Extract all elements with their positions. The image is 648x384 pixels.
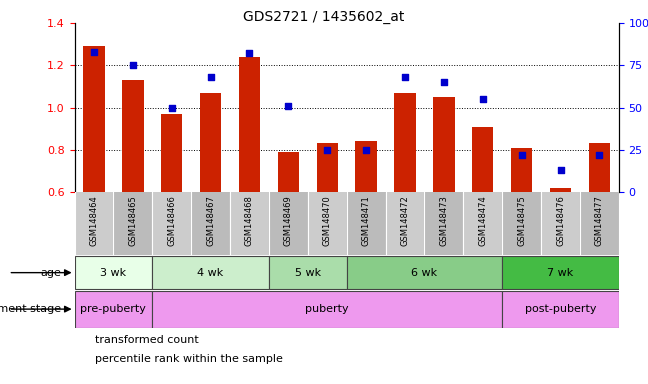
Point bbox=[167, 104, 177, 111]
Text: GSM148477: GSM148477 bbox=[595, 195, 604, 246]
Text: GSM148472: GSM148472 bbox=[400, 195, 410, 246]
Bar bbox=[463, 192, 502, 255]
Text: transformed count: transformed count bbox=[95, 335, 199, 345]
Bar bbox=[550, 188, 572, 192]
Text: GSM148465: GSM148465 bbox=[128, 195, 137, 246]
Text: GSM148467: GSM148467 bbox=[206, 195, 215, 246]
Text: pre-puberty: pre-puberty bbox=[80, 304, 146, 314]
Text: GSM148474: GSM148474 bbox=[478, 195, 487, 246]
Bar bbox=[269, 256, 347, 289]
Bar bbox=[269, 192, 308, 255]
Point bbox=[478, 96, 488, 102]
Bar bbox=[152, 256, 269, 289]
Text: 6 wk: 6 wk bbox=[411, 268, 437, 278]
Bar bbox=[308, 192, 347, 255]
Bar bbox=[83, 46, 105, 192]
Text: 7 wk: 7 wk bbox=[548, 268, 573, 278]
Text: 5 wk: 5 wk bbox=[295, 268, 321, 278]
Point bbox=[516, 152, 527, 158]
Text: GSM148466: GSM148466 bbox=[167, 195, 176, 246]
Bar bbox=[502, 192, 541, 255]
Point bbox=[594, 152, 605, 158]
Bar bbox=[230, 192, 269, 255]
Point bbox=[205, 74, 216, 80]
Point bbox=[128, 62, 138, 68]
Bar bbox=[502, 291, 619, 328]
Point bbox=[361, 147, 371, 153]
Text: age: age bbox=[41, 268, 62, 278]
Text: percentile rank within the sample: percentile rank within the sample bbox=[95, 354, 283, 364]
Bar bbox=[511, 148, 532, 192]
Text: GSM148469: GSM148469 bbox=[284, 195, 293, 246]
Bar bbox=[433, 97, 455, 192]
Bar bbox=[541, 192, 580, 255]
Text: 4 wk: 4 wk bbox=[198, 268, 224, 278]
Bar bbox=[161, 114, 183, 192]
Bar bbox=[277, 152, 299, 192]
Point bbox=[89, 49, 99, 55]
Bar bbox=[355, 141, 377, 192]
Text: GSM148471: GSM148471 bbox=[362, 195, 371, 246]
Bar bbox=[347, 256, 502, 289]
Bar bbox=[75, 192, 113, 255]
Text: GSM148476: GSM148476 bbox=[556, 195, 565, 246]
Text: post-puberty: post-puberty bbox=[525, 304, 596, 314]
Text: GSM148468: GSM148468 bbox=[245, 195, 254, 246]
Bar bbox=[347, 192, 386, 255]
Bar bbox=[394, 93, 416, 192]
Bar bbox=[238, 57, 260, 192]
Bar bbox=[588, 144, 610, 192]
Point bbox=[555, 167, 566, 173]
Bar bbox=[316, 144, 338, 192]
Bar bbox=[152, 192, 191, 255]
Text: GSM148475: GSM148475 bbox=[517, 195, 526, 246]
Text: GSM148473: GSM148473 bbox=[439, 195, 448, 246]
Bar bbox=[386, 192, 424, 255]
Bar bbox=[200, 93, 222, 192]
Bar bbox=[113, 192, 152, 255]
Bar bbox=[122, 80, 143, 192]
Bar bbox=[502, 256, 619, 289]
Text: GSM148470: GSM148470 bbox=[323, 195, 332, 246]
Point bbox=[244, 50, 255, 56]
Text: GSM148464: GSM148464 bbox=[89, 195, 98, 246]
Bar bbox=[75, 291, 152, 328]
Point bbox=[283, 103, 294, 109]
Text: GDS2721 / 1435602_at: GDS2721 / 1435602_at bbox=[243, 10, 405, 23]
Bar bbox=[580, 192, 619, 255]
Text: development stage: development stage bbox=[0, 304, 62, 314]
Bar bbox=[152, 291, 502, 328]
Text: 3 wk: 3 wk bbox=[100, 268, 126, 278]
Text: puberty: puberty bbox=[305, 304, 349, 314]
Bar bbox=[472, 127, 494, 192]
Point bbox=[322, 147, 332, 153]
Bar bbox=[75, 256, 152, 289]
Point bbox=[400, 74, 410, 80]
Point bbox=[439, 79, 449, 85]
Bar bbox=[424, 192, 463, 255]
Bar bbox=[191, 192, 230, 255]
